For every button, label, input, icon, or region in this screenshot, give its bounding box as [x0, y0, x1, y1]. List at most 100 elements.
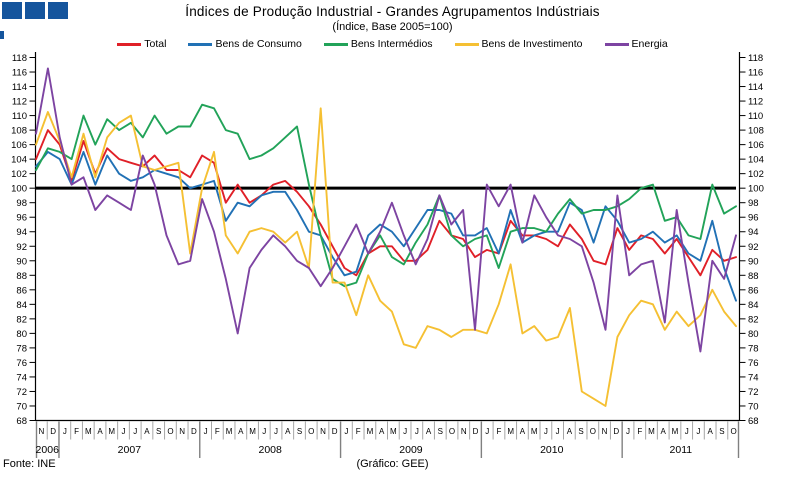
- x-year-label: 2011: [670, 444, 693, 456]
- y-tick-label-left: 92: [16, 242, 27, 253]
- y-tick-label-left: 94: [16, 227, 27, 238]
- x-month-label: M: [249, 427, 256, 436]
- x-month-label: N: [461, 427, 467, 436]
- y-tick-label-left: 98: [16, 198, 27, 209]
- x-month-label: M: [226, 427, 233, 436]
- x-month-label: J: [63, 427, 67, 436]
- y-tick-label-right: 88: [748, 271, 759, 282]
- x-year-label: 2009: [399, 444, 423, 456]
- y-tick-label-left: 108: [11, 126, 27, 137]
- logo-square-partial: [0, 31, 4, 39]
- legend-swatch: [117, 42, 142, 46]
- x-month-label: J: [403, 427, 407, 436]
- logo-square: [25, 2, 45, 19]
- legend-item: Bens de Consumo: [188, 38, 302, 50]
- x-month-label: J: [133, 427, 137, 436]
- y-tick-label-left: 78: [16, 343, 27, 354]
- x-month-label: S: [719, 427, 724, 436]
- y-tick-label-left: 116: [12, 68, 27, 79]
- y-tick-label-right: 106: [748, 140, 764, 151]
- x-month-label: A: [567, 427, 573, 436]
- x-month-label: M: [85, 427, 92, 436]
- legend-swatch: [323, 42, 348, 46]
- x-month-label: M: [672, 427, 679, 436]
- x-month-label: M: [390, 427, 397, 436]
- x-month-label: A: [97, 427, 103, 436]
- series-line-bens-de-investimento: [35, 107, 737, 407]
- y-tick-label-left: 96: [16, 213, 27, 224]
- y-tick-label-left: 74: [16, 372, 27, 383]
- y-tick-label-left: 76: [16, 358, 27, 369]
- y-tick-label-right: 86: [748, 285, 759, 296]
- x-month-label: D: [191, 427, 197, 436]
- series-line-bens-intermédios: [35, 103, 737, 288]
- y-tick-label-left: 104: [11, 155, 27, 166]
- y-tick-label-left: 112: [12, 97, 27, 108]
- x-month-label: J: [274, 427, 278, 436]
- logo-square: [2, 2, 22, 19]
- x-month-label: O: [308, 427, 314, 436]
- x-month-label: J: [685, 427, 689, 436]
- legend-label: Bens de Consumo: [215, 38, 302, 50]
- x-month-label: A: [238, 427, 244, 436]
- legend-label: Energia: [631, 38, 668, 50]
- x-month-label: A: [144, 427, 150, 436]
- y-tick-label-right: 118: [748, 53, 763, 64]
- y-tick-label-right: 98: [748, 198, 759, 209]
- y-tick-label-right: 100: [748, 184, 764, 195]
- x-month-label: M: [648, 427, 655, 436]
- x-month-label: S: [297, 427, 302, 436]
- x-month-label: N: [602, 427, 608, 436]
- legend-swatch: [604, 42, 629, 46]
- y-tick-label-right: 104: [748, 155, 764, 166]
- x-month-label: N: [320, 427, 326, 436]
- x-month-label: M: [367, 427, 374, 436]
- x-month-label: A: [285, 427, 291, 436]
- y-tick-label-right: 90: [748, 256, 759, 267]
- x-year-label: 2008: [258, 444, 282, 456]
- y-tick-label-right: 108: [748, 126, 764, 137]
- y-tick-label-left: 68: [16, 416, 27, 427]
- y-tick-label-left: 82: [16, 314, 27, 325]
- x-month-label: O: [449, 427, 455, 436]
- y-tick-label-left: 86: [16, 285, 27, 296]
- legend-item: Energia: [604, 38, 668, 50]
- x-month-label: O: [167, 427, 173, 436]
- y-tick-label-right: 72: [748, 387, 759, 398]
- legend-item: Bens de Investimento: [454, 38, 583, 50]
- x-month-label: F: [497, 427, 502, 436]
- series-line-total: [35, 129, 737, 277]
- y-tick-label-right: 76: [748, 358, 759, 369]
- y-tick-label-right: 96: [748, 213, 759, 224]
- x-month-label: S: [438, 427, 443, 436]
- y-tick-label-left: 106: [11, 140, 27, 151]
- y-tick-label-right: 68: [748, 416, 759, 427]
- x-month-label: A: [520, 427, 526, 436]
- x-month-label: A: [426, 427, 432, 436]
- y-tick-label-right: 116: [748, 68, 763, 79]
- y-tick-label-right: 84: [748, 300, 759, 311]
- x-month-label: N: [179, 427, 185, 436]
- x-month-label: M: [507, 427, 514, 436]
- legend-item: Total: [117, 38, 166, 50]
- x-year-label: 2007: [118, 444, 142, 456]
- y-tick-label-right: 74: [748, 372, 759, 383]
- x-month-label: J: [122, 427, 126, 436]
- legend-swatch: [188, 42, 213, 46]
- x-month-label: M: [531, 427, 538, 436]
- x-month-label: F: [637, 427, 642, 436]
- x-month-label: J: [556, 427, 560, 436]
- x-month-label: O: [590, 427, 596, 436]
- x-month-label: J: [626, 427, 630, 436]
- x-month-label: J: [204, 427, 208, 436]
- y-tick-label-left: 114: [12, 82, 27, 93]
- x-month-label: D: [613, 427, 619, 436]
- x-month-label: J: [696, 427, 700, 436]
- y-tick-label-right: 110: [748, 111, 763, 122]
- chart-subtitle: (Índice, Base 2005=100): [332, 21, 453, 33]
- y-tick-label-left: 88: [16, 271, 27, 282]
- y-tick-label-right: 80: [748, 329, 759, 340]
- y-tick-label-left: 102: [11, 169, 27, 180]
- x-month-label: J: [415, 427, 419, 436]
- series-line-bens-de-consumo: [35, 150, 737, 302]
